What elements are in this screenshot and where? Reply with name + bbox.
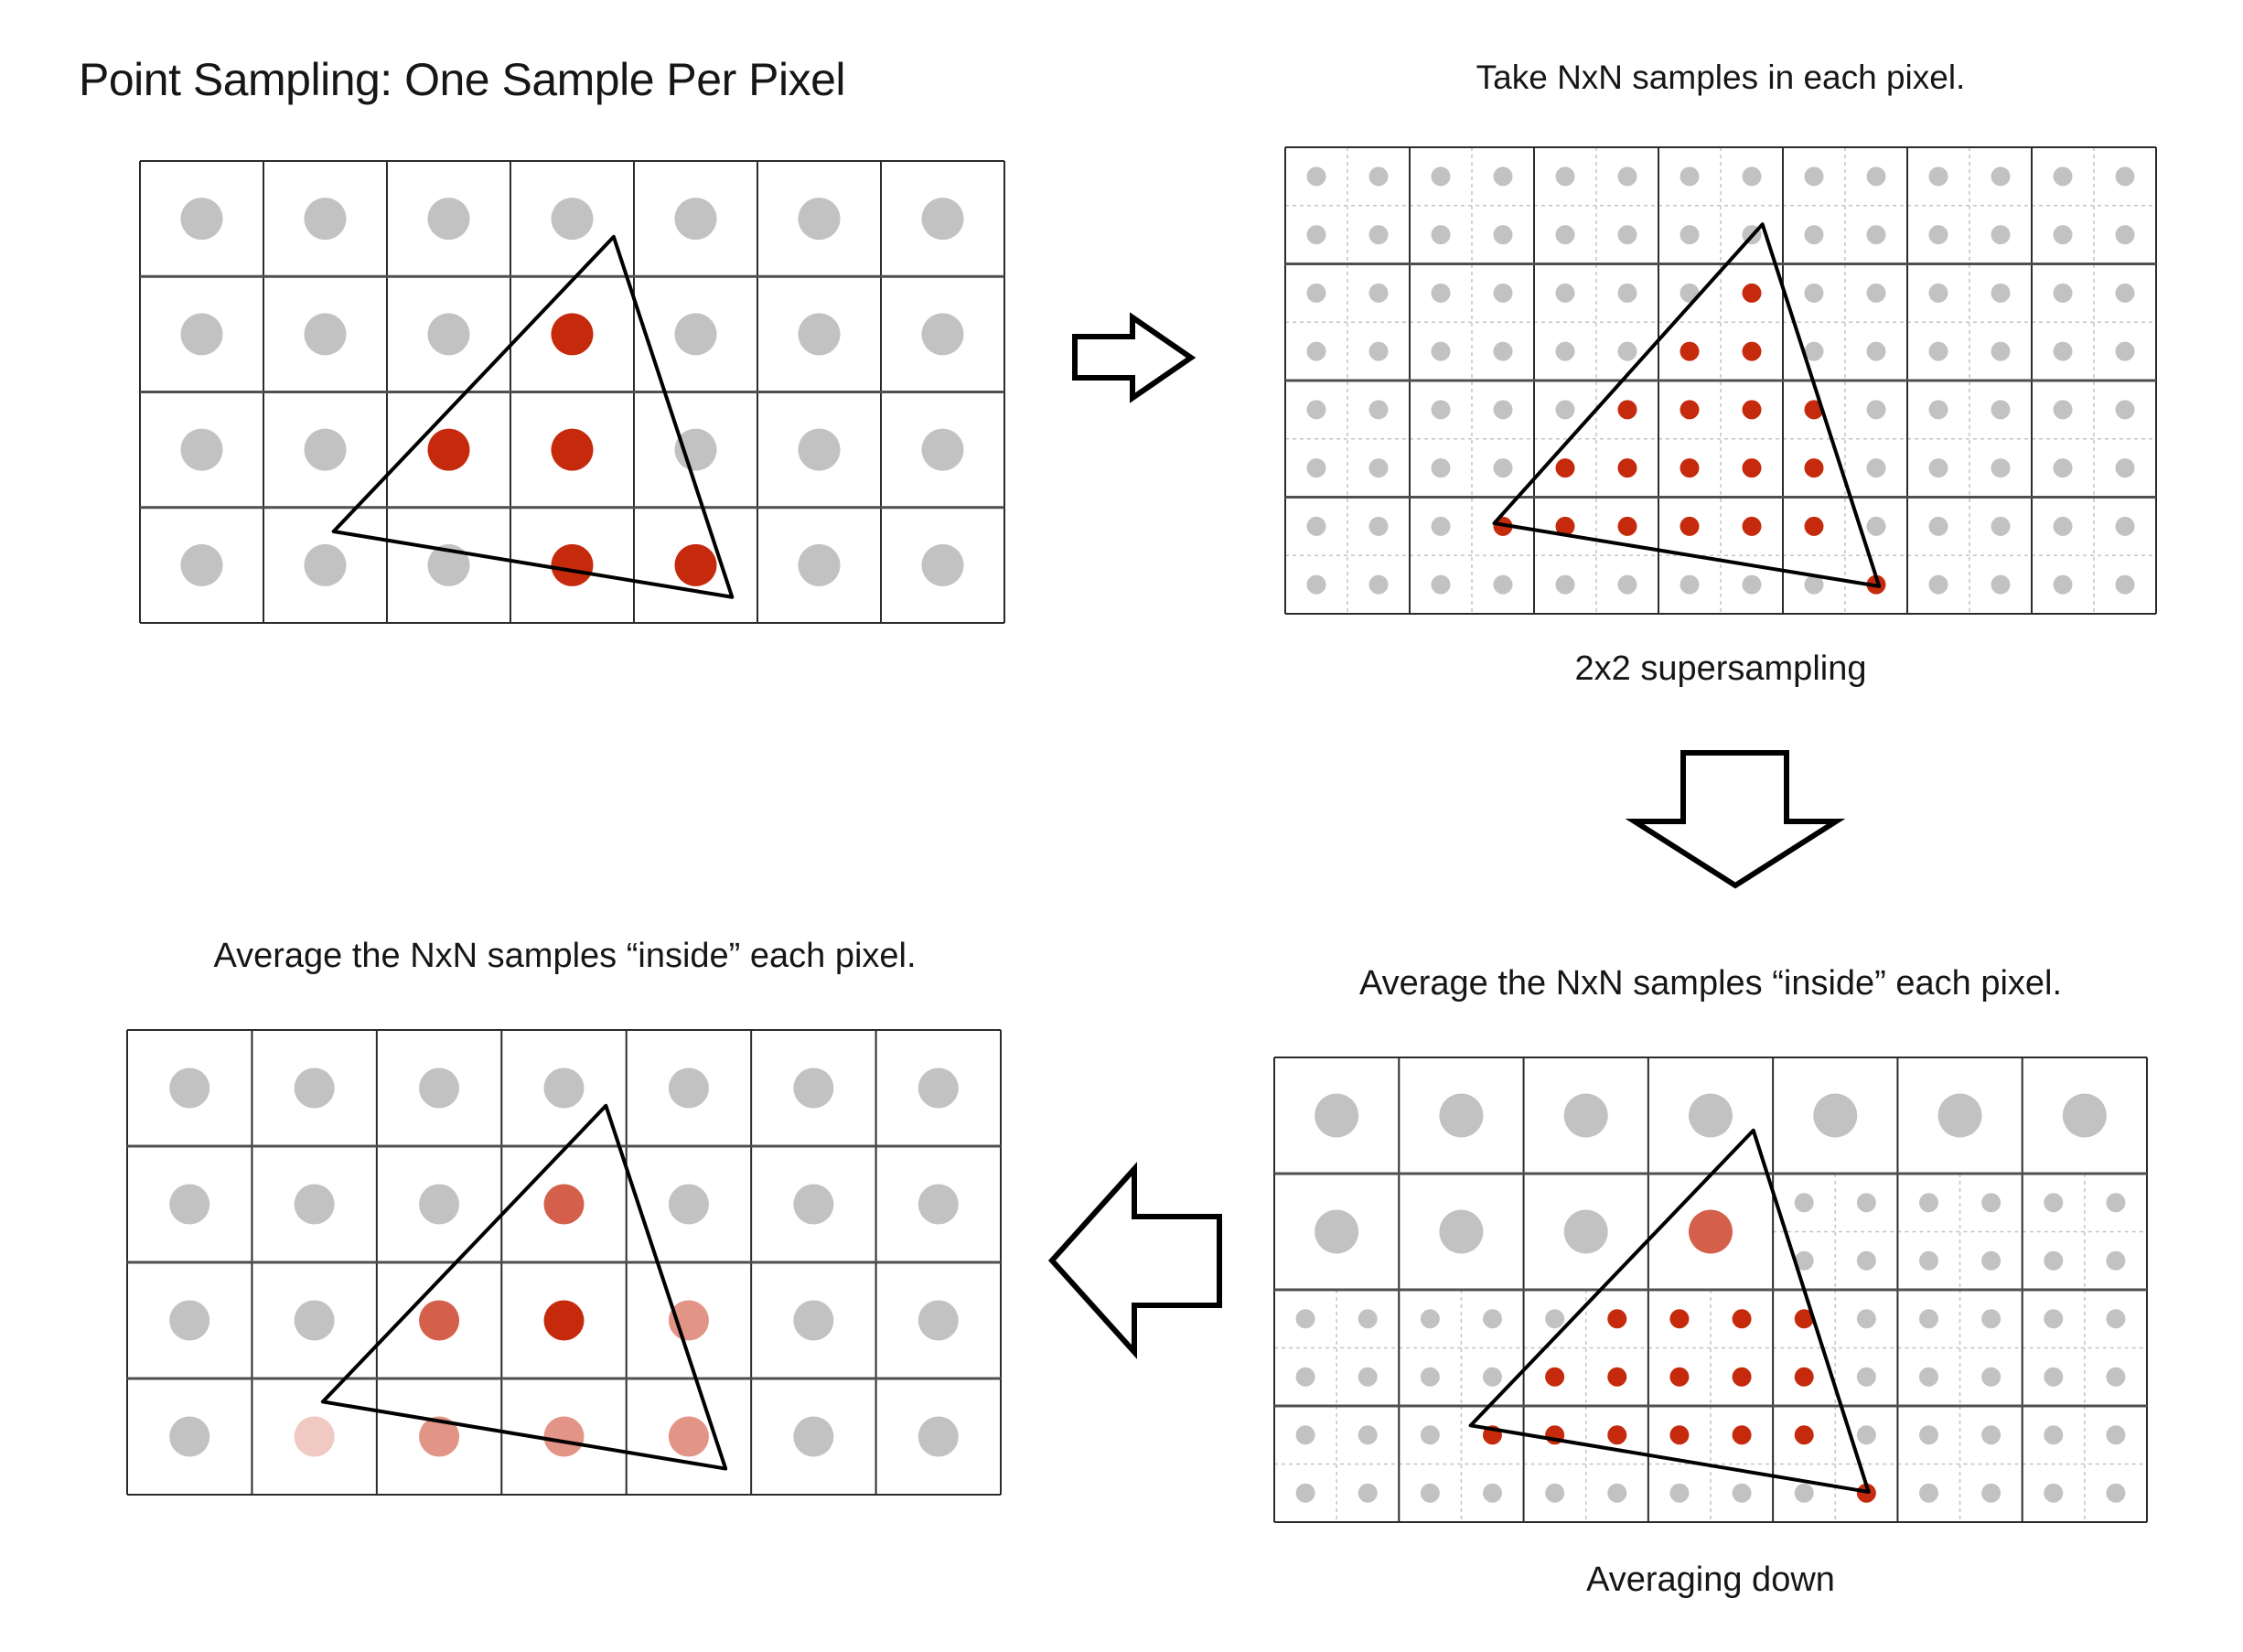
averaging-down-caption: Averaging down <box>1586 1561 1835 1599</box>
page-title: Point Sampling: One Sample Per Pixel <box>79 54 845 105</box>
panel-bottom-left-grid <box>126 1029 1002 1496</box>
panel-bottom-right-grid <box>1273 1057 2148 1523</box>
panel-top-right-grid <box>1284 146 2157 615</box>
left-arrow-icon <box>1047 1162 1222 1359</box>
supersampling-caption: 2x2 supersampling <box>1574 649 1867 688</box>
panel-top-left-grid <box>139 160 1005 624</box>
bottom-right-panel-title: Average the NxN samples “inside” each pi… <box>1358 964 2063 1003</box>
right-arrow-icon <box>1072 312 1197 403</box>
down-arrow-icon <box>1625 750 1846 889</box>
top-right-panel-title: Take NxN samples in each pixel. <box>1476 59 1966 96</box>
bottom-left-panel-title: Average the NxN samples “inside” each pi… <box>213 937 917 975</box>
